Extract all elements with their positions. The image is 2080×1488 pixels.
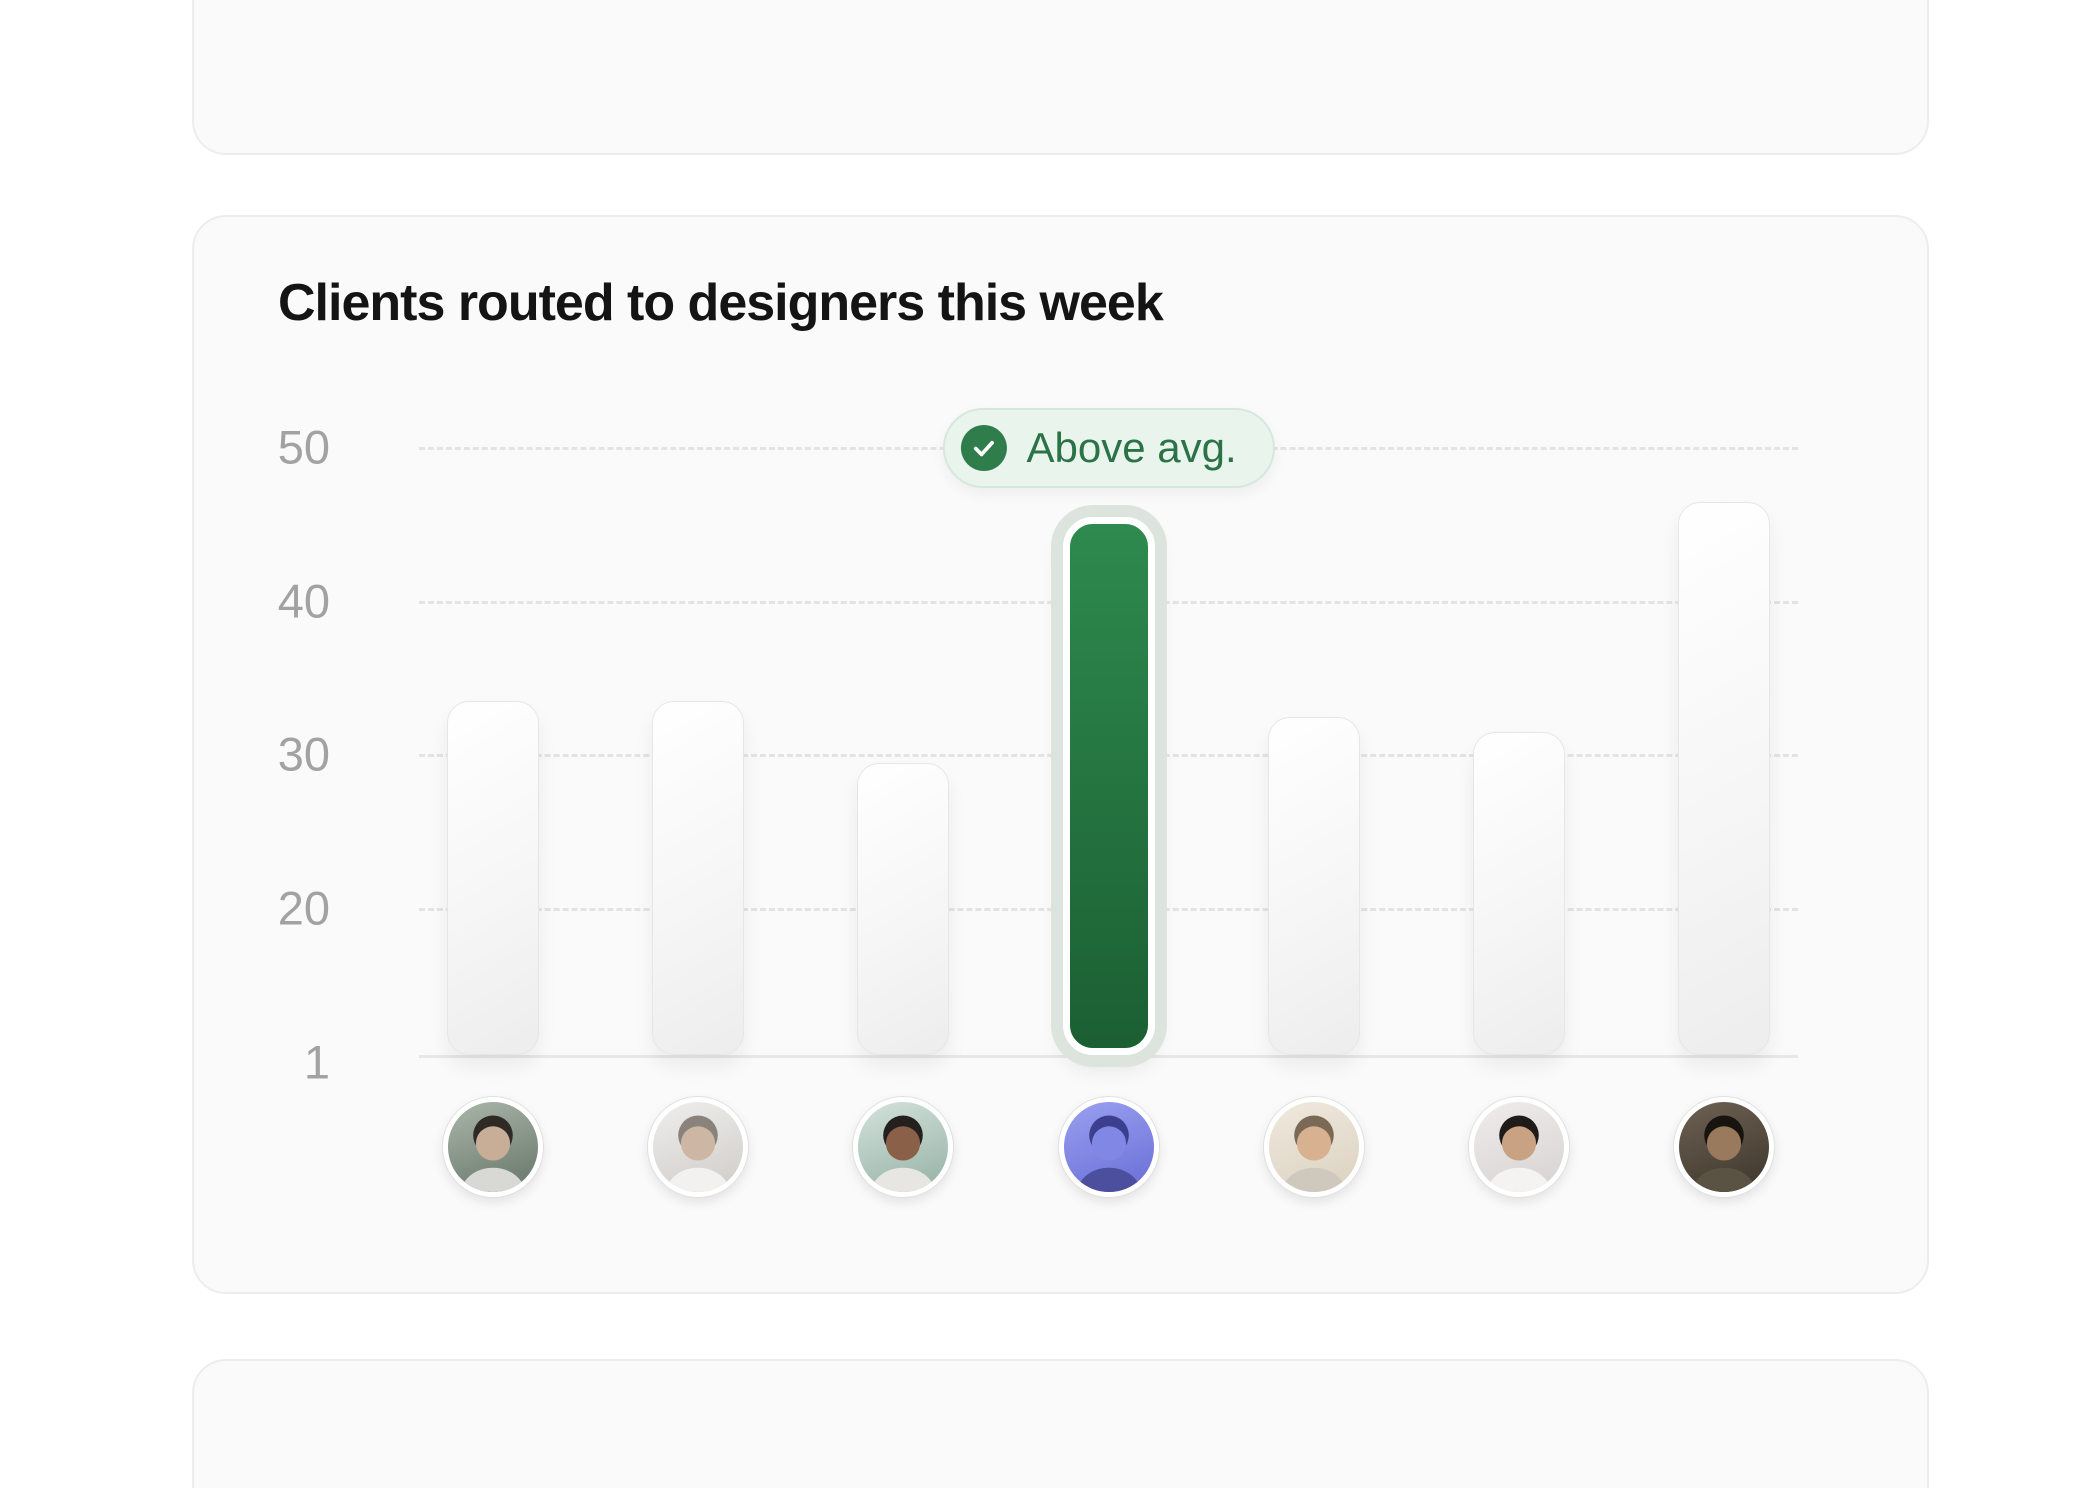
bottom-partial-card — [192, 1359, 1929, 1488]
bar[interactable] — [447, 701, 539, 1055]
designer-4-avatar[interactable] — [1058, 1097, 1159, 1197]
bar-highlighted[interactable] — [1062, 517, 1155, 1055]
bar[interactable] — [1678, 501, 1771, 1055]
top-partial-card — [192, 0, 1929, 155]
person-silhouette — [871, 1115, 936, 1192]
bar[interactable] — [857, 762, 950, 1055]
check-icon — [960, 425, 1007, 471]
person-silhouette — [1076, 1115, 1141, 1192]
person-silhouette — [1281, 1115, 1347, 1192]
x-axis-line — [419, 1055, 1798, 1058]
y-axis-label: 1 — [303, 1035, 330, 1089]
above-avg-badge: Above avg. — [942, 408, 1275, 488]
bar[interactable] — [652, 701, 745, 1055]
bar[interactable] — [1473, 732, 1565, 1055]
person-silhouette — [460, 1115, 526, 1192]
chart-card: Clients routed to designers this week Ab… — [192, 215, 1929, 1294]
badge-label: Above avg. — [1026, 424, 1237, 471]
chart-title: Clients routed to designers this week — [278, 274, 1164, 332]
designer-2-avatar[interactable] — [648, 1097, 749, 1197]
designer-3-avatar[interactable] — [853, 1097, 954, 1197]
designer-1-avatar[interactable] — [443, 1097, 543, 1197]
person-silhouette — [1486, 1115, 1552, 1192]
designer-5-avatar[interactable] — [1263, 1097, 1364, 1197]
y-axis-label: 30 — [277, 727, 330, 781]
bar[interactable] — [1267, 716, 1360, 1055]
y-axis-label: 50 — [277, 420, 330, 474]
y-axis-label: 40 — [277, 574, 330, 628]
designer-7-avatar[interactable] — [1674, 1097, 1775, 1197]
designer-6-avatar[interactable] — [1469, 1097, 1569, 1197]
person-silhouette — [1691, 1115, 1757, 1192]
y-axis-label: 20 — [277, 881, 330, 935]
person-silhouette — [665, 1115, 731, 1192]
